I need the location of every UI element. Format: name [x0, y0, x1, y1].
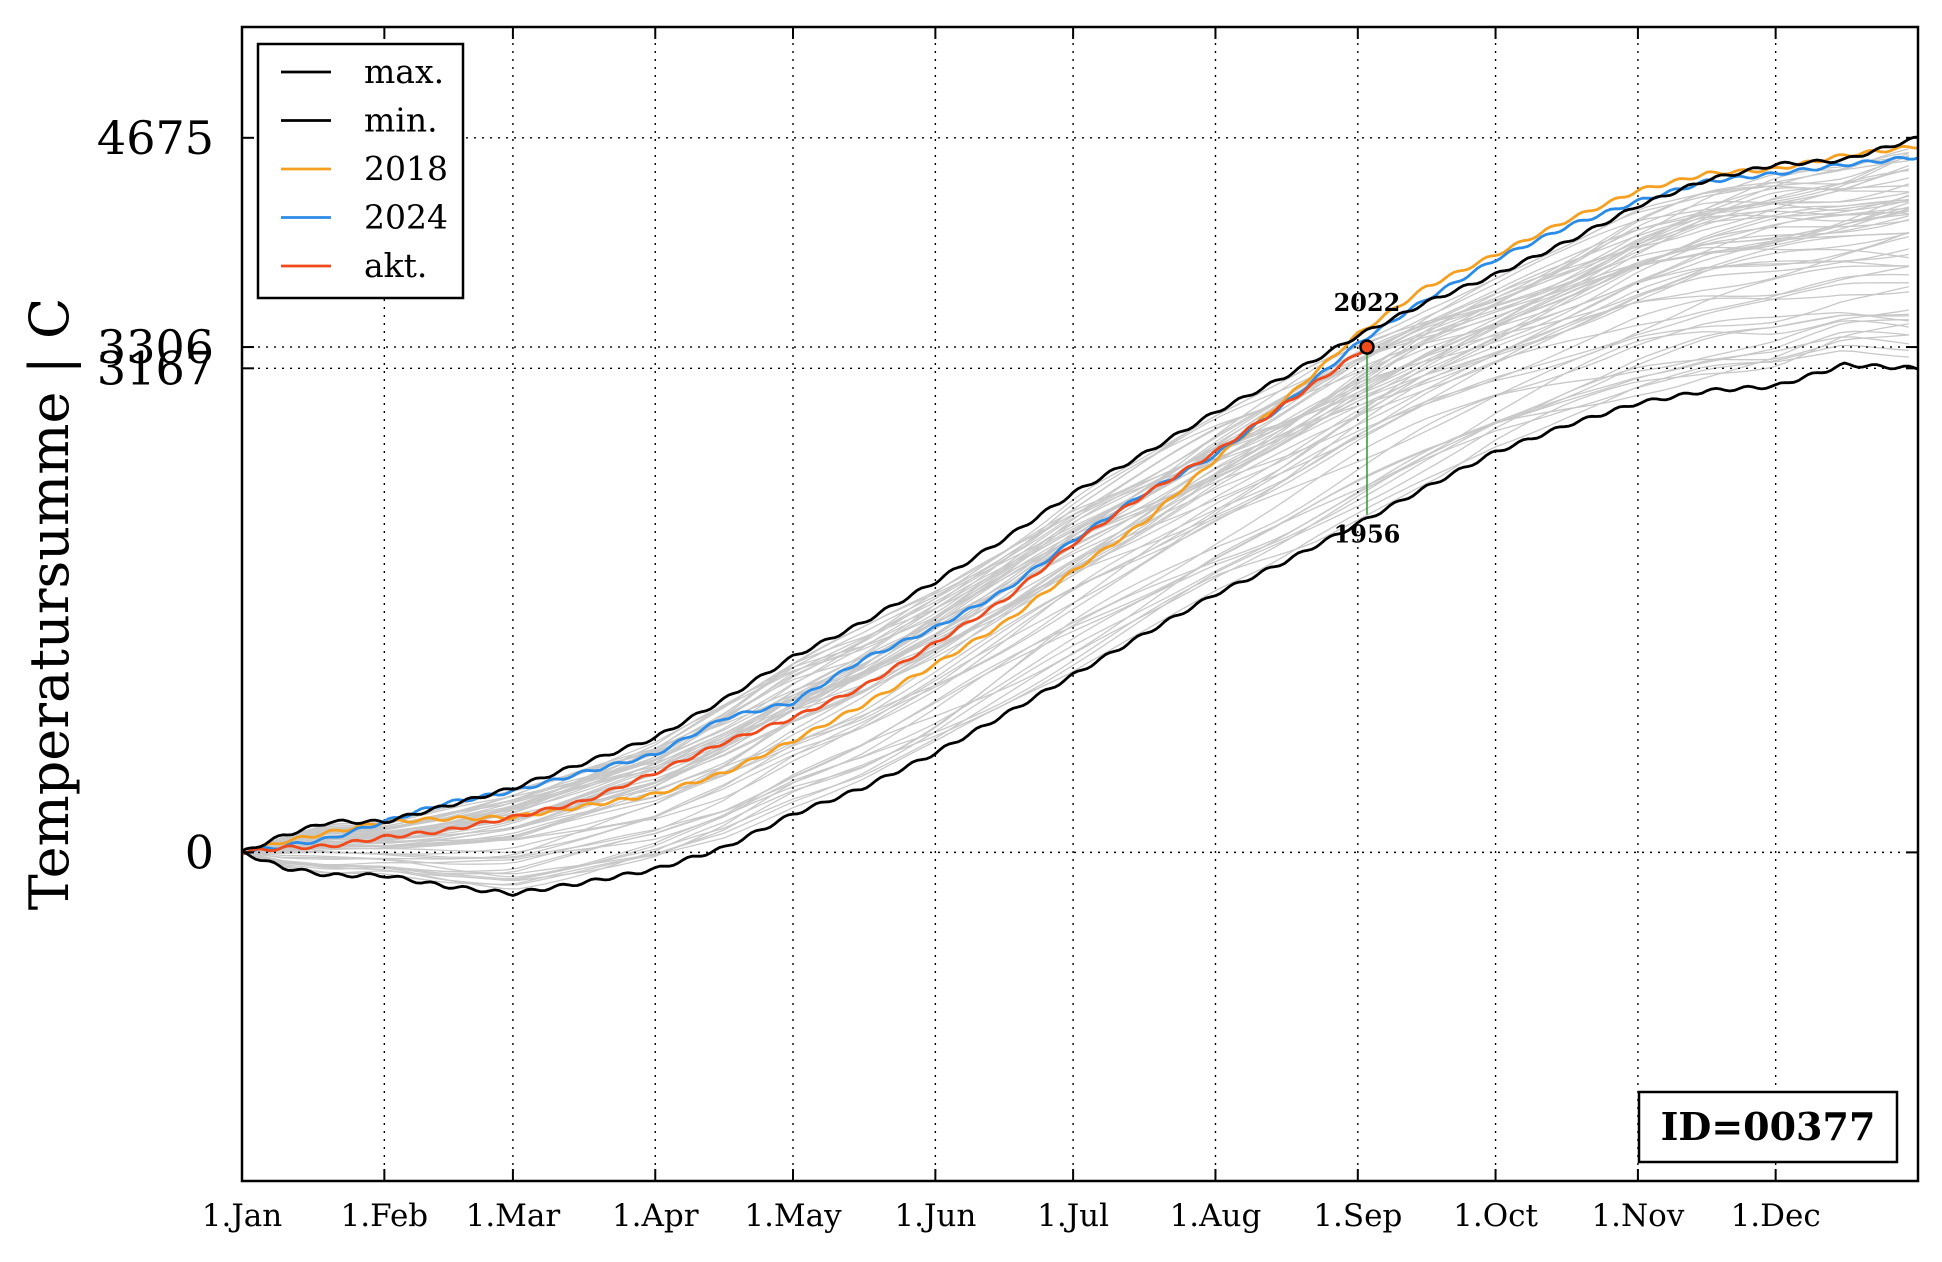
history-year-line — [241, 260, 1909, 854]
history-year-line — [241, 336, 1909, 881]
x-tick-label: 1.Dec — [1731, 1198, 1821, 1234]
series-line-max — [241, 135, 1919, 853]
y-axis-label: Temperatursumme | C — [18, 298, 81, 911]
history-year-line — [241, 319, 1909, 878]
history-year-line — [241, 187, 1909, 854]
history-year-line — [241, 151, 1909, 854]
x-tick-label: 1.May — [744, 1198, 842, 1234]
x-tick-label: 1.Apr — [612, 1198, 699, 1234]
legend: max. min. 2018 2024 akt. — [256, 42, 465, 300]
history-year-line — [241, 319, 1909, 880]
history-lines — [241, 148, 1910, 890]
x-tick-label: 1.Oct — [1453, 1198, 1538, 1234]
y-tick-label: 0 — [185, 825, 214, 879]
x-tick-label: 1.Aug — [1170, 1198, 1262, 1234]
legend-label: min. — [364, 101, 438, 140]
series-lines — [241, 135, 1919, 897]
annotation-bottom-label: 1956 — [1334, 520, 1401, 549]
history-year-line — [241, 334, 1909, 875]
history-year-line — [241, 148, 1909, 854]
history-year-line — [241, 344, 1909, 886]
history-year-line — [241, 285, 1909, 860]
x-tick-label: 1.Sep — [1313, 1198, 1402, 1234]
history-year-line — [241, 309, 1909, 866]
series-line-akt — [241, 347, 1368, 856]
legend-box — [256, 42, 465, 300]
legend-label: max. — [364, 52, 444, 91]
series-line-min — [241, 361, 1919, 897]
history-year-line — [241, 323, 1909, 882]
y-tick-label: 3167 — [97, 341, 214, 395]
history-year-line — [241, 265, 1909, 860]
station-id-label: ID=00377 — [1661, 1104, 1876, 1149]
history-year-line — [241, 253, 1909, 854]
annotation: 2022 1956 — [1334, 288, 1401, 549]
legend-label: 2024 — [364, 198, 448, 237]
history-year-line — [241, 282, 1909, 859]
history-year-line — [241, 199, 1909, 854]
y-tick-label: 3306 — [97, 320, 214, 374]
station-id-frame — [1637, 1090, 1899, 1164]
current-value-marker — [1359, 339, 1375, 355]
history-year-line — [241, 232, 1909, 854]
history-year-line — [241, 311, 1909, 865]
station-id-box: ID=00377 — [1637, 1090, 1899, 1164]
history-year-line — [241, 313, 1909, 873]
history-year-line — [241, 154, 1910, 854]
x-tick-label: 1.Nov — [1591, 1198, 1684, 1234]
legend-label: 2018 — [364, 149, 448, 188]
annotation-top-label: 2022 — [1334, 288, 1401, 317]
plot-frame — [240, 25, 1920, 1183]
x-tick-label: 1.Mar — [466, 1198, 561, 1234]
x-axis-ticks: 1.Jan 1.Feb 1.Mar 1.Apr 1.May 1.Jun 1.Jul 1.Aug… — [202, 27, 1821, 1234]
legend-entries: max. min. 2018 2024 akt. — [281, 52, 448, 285]
x-tick-label: 1.Jul — [1037, 1198, 1109, 1234]
y-tick-label: 4675 — [97, 111, 214, 165]
x-tick-label: 1.Jan — [202, 1198, 282, 1234]
history-year-line — [241, 156, 1909, 854]
history-year-line — [241, 330, 1909, 890]
legend-label: akt. — [364, 246, 427, 285]
history-year-line — [241, 200, 1909, 854]
x-tick-label: 1.Feb — [341, 1198, 429, 1234]
history-year-line — [241, 314, 1909, 875]
history-year-line — [241, 235, 1909, 854]
history-year-line — [241, 183, 1910, 854]
x-tick-label: 1.Jun — [894, 1198, 976, 1234]
history-year-line — [241, 209, 1909, 854]
